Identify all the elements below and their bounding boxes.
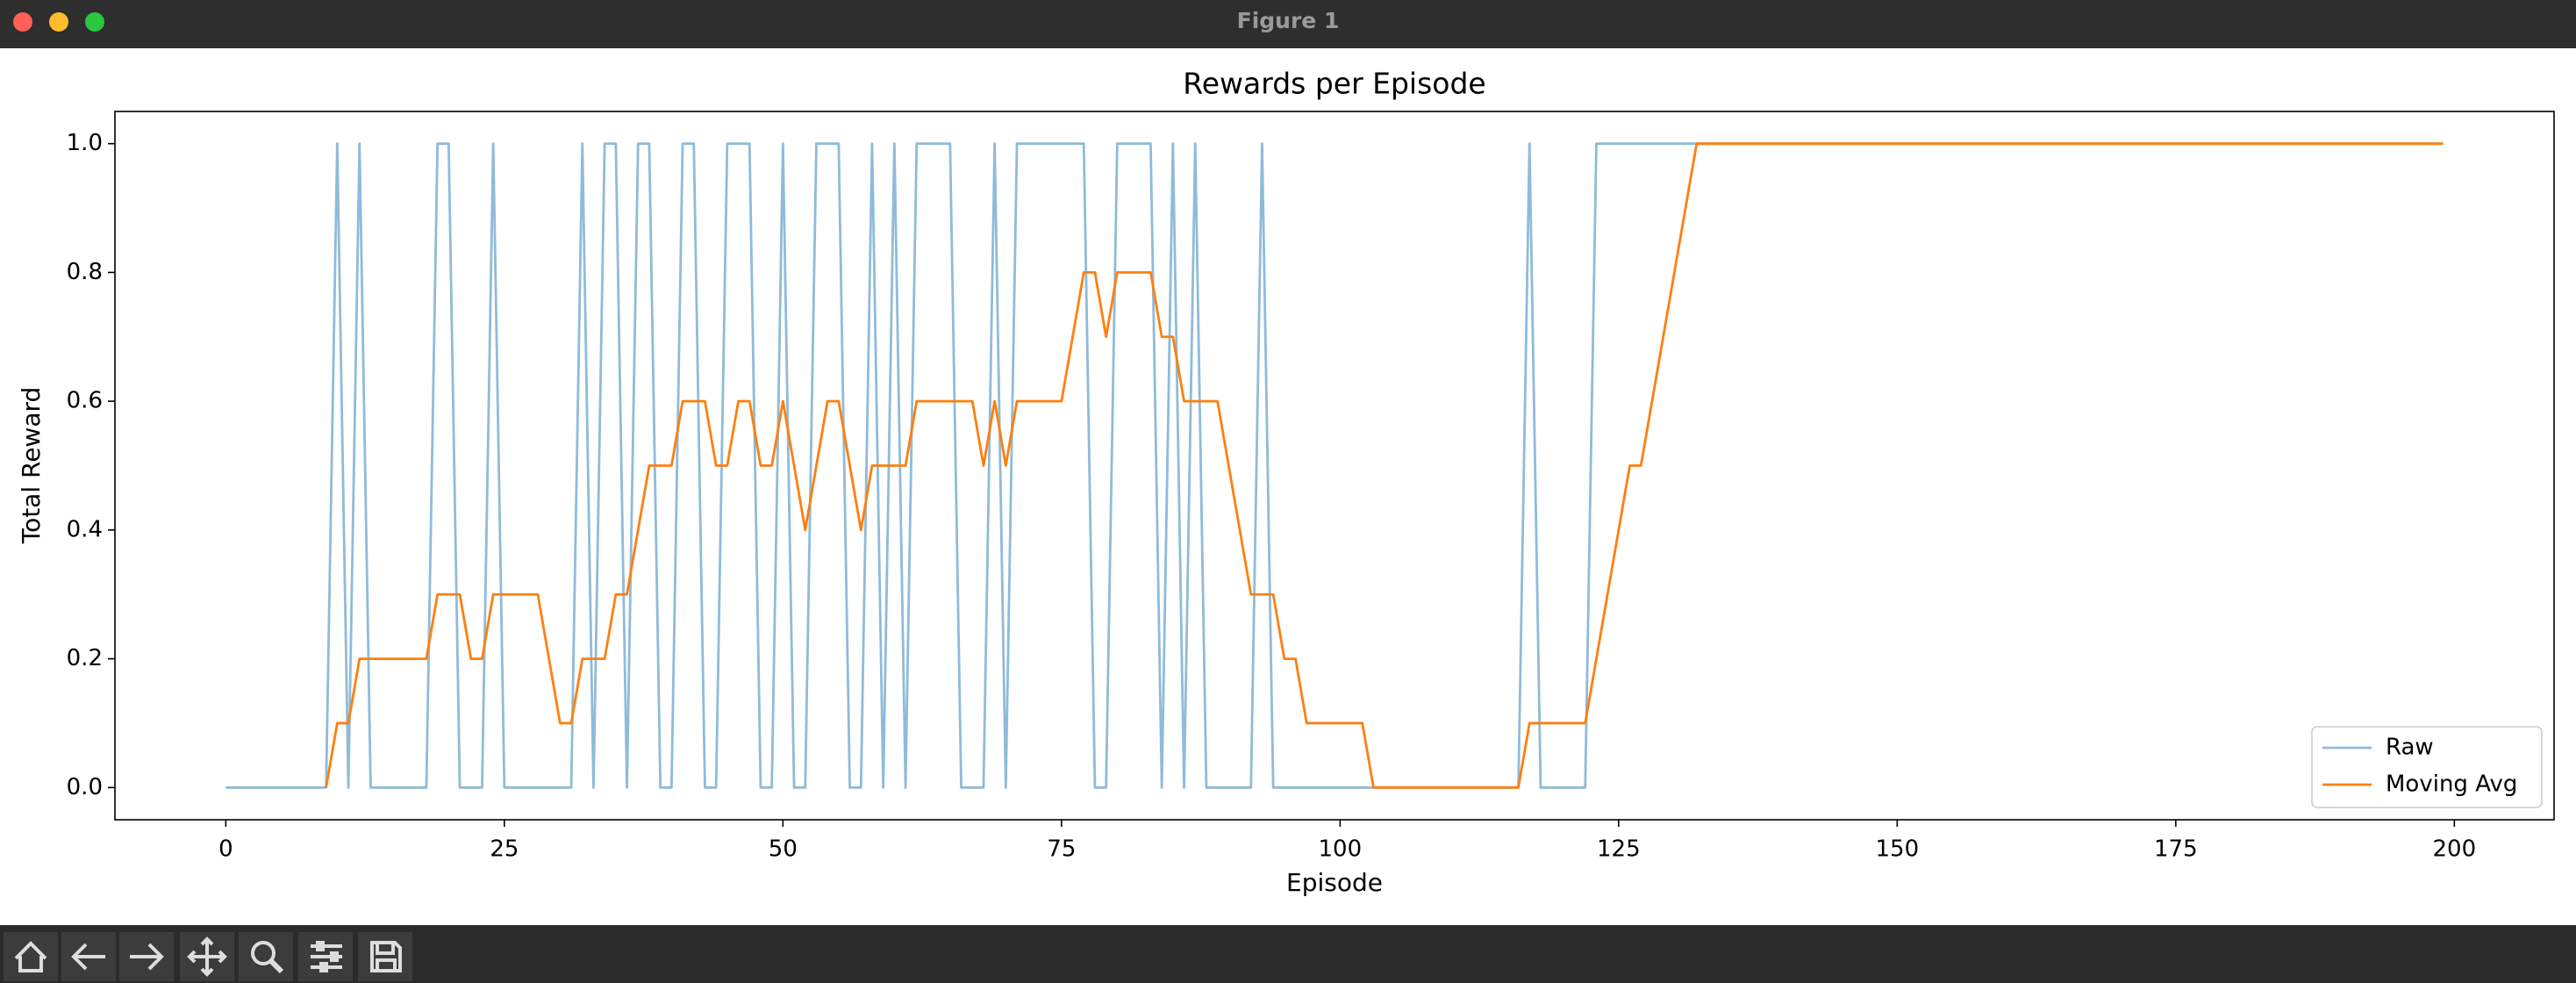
close-button[interactable] [13,12,32,32]
configure-button[interactable] [298,932,353,981]
x-tick-label: 0 [218,836,233,863]
y-tick-label: 0.0 [67,774,103,800]
x-tick-label: 125 [1597,836,1641,863]
forward-button[interactable] [119,932,174,981]
back-button[interactable] [61,932,116,981]
zoom-tool-button[interactable] [239,932,293,981]
toolbar-icons [4,932,412,981]
x-tick-label: 175 [2154,836,2198,863]
x-tick-label: 200 [2433,836,2477,863]
x-tick-label: 25 [490,836,519,863]
x-tick-label: 150 [1876,836,1920,863]
chart-title: Rewards per Episode [1183,67,1486,101]
y-tick-label: 0.2 [67,645,103,671]
y-tick-label: 0.6 [67,388,103,414]
toolbar [0,925,2576,983]
zoom-button[interactable] [85,12,104,32]
title-bar [0,0,2576,48]
x-tick-label: 75 [1047,836,1076,863]
x-tick-label: 50 [769,836,798,863]
legend-label: Raw [2386,735,2434,761]
home-button[interactable] [4,932,58,981]
legend: Raw Moving Avg [2311,726,2543,808]
figure [0,48,2576,925]
y-tick-label: 1.0 [67,130,103,156]
window-title: Figure 1 [1237,8,1340,33]
minimize-button[interactable] [49,12,68,32]
series-line [325,142,2444,789]
y-tick-label: 0.4 [67,516,103,542]
x-tick-label: 100 [1319,836,1363,863]
save-button[interactable] [358,932,412,981]
legend-label: Moving Avg [2386,771,2517,798]
x-axis-label: Episode [1286,868,1383,897]
pan-button[interactable] [180,932,234,981]
y-axis-label: Total Reward [17,387,46,545]
y-tick-label: 0.8 [67,259,103,285]
axes-frame [114,111,2555,821]
